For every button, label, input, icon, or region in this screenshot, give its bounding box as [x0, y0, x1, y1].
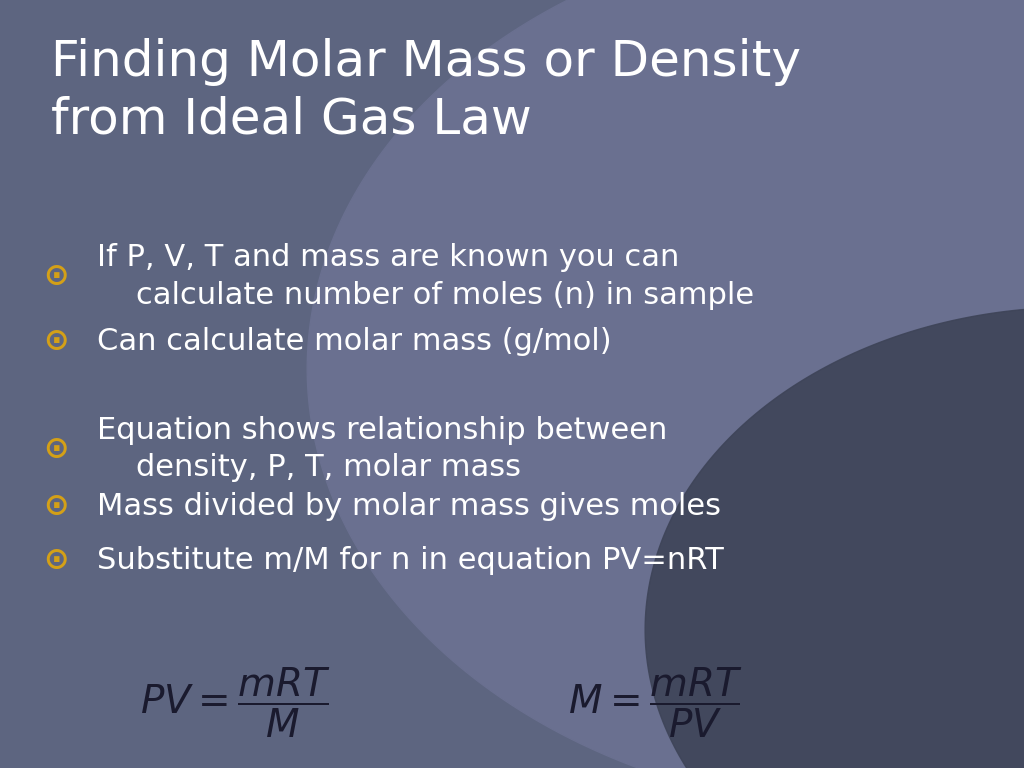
Text: Finding Molar Mass or Density
from Ideal Gas Law: Finding Molar Mass or Density from Ideal… — [51, 38, 801, 144]
Text: ⊙: ⊙ — [44, 546, 69, 575]
Text: Mass divided by molar mass gives moles: Mass divided by molar mass gives moles — [97, 492, 721, 521]
Text: ⊙: ⊙ — [44, 435, 69, 464]
Text: If P, V, T and mass are known you can
    calculate number of moles (n) in sampl: If P, V, T and mass are known you can ca… — [97, 243, 755, 310]
Text: ⊙: ⊙ — [44, 262, 69, 291]
Bar — [799, 0, 1024, 768]
Text: $\mathit{PV} = \dfrac{\mathit{mRT}}{\mathit{M}}$: $\mathit{PV} = \dfrac{\mathit{mRT}}{\mat… — [140, 666, 331, 740]
Text: Can calculate molar mass (g/mol): Can calculate molar mass (g/mol) — [97, 327, 612, 356]
Text: Equation shows relationship between
    density, P, T, molar mass: Equation shows relationship between dens… — [97, 416, 668, 482]
Text: $\mathit{M} = \dfrac{\mathit{mRT}}{\mathit{PV}}$: $\mathit{M} = \dfrac{\mathit{mRT}}{\math… — [568, 666, 742, 740]
Polygon shape — [307, 0, 1024, 768]
Polygon shape — [645, 307, 1024, 768]
Text: ⊙: ⊙ — [44, 492, 69, 521]
Text: ⊙: ⊙ — [44, 327, 69, 356]
Text: Substitute m/M for n in equation PV=nRT: Substitute m/M for n in equation PV=nRT — [97, 546, 724, 575]
